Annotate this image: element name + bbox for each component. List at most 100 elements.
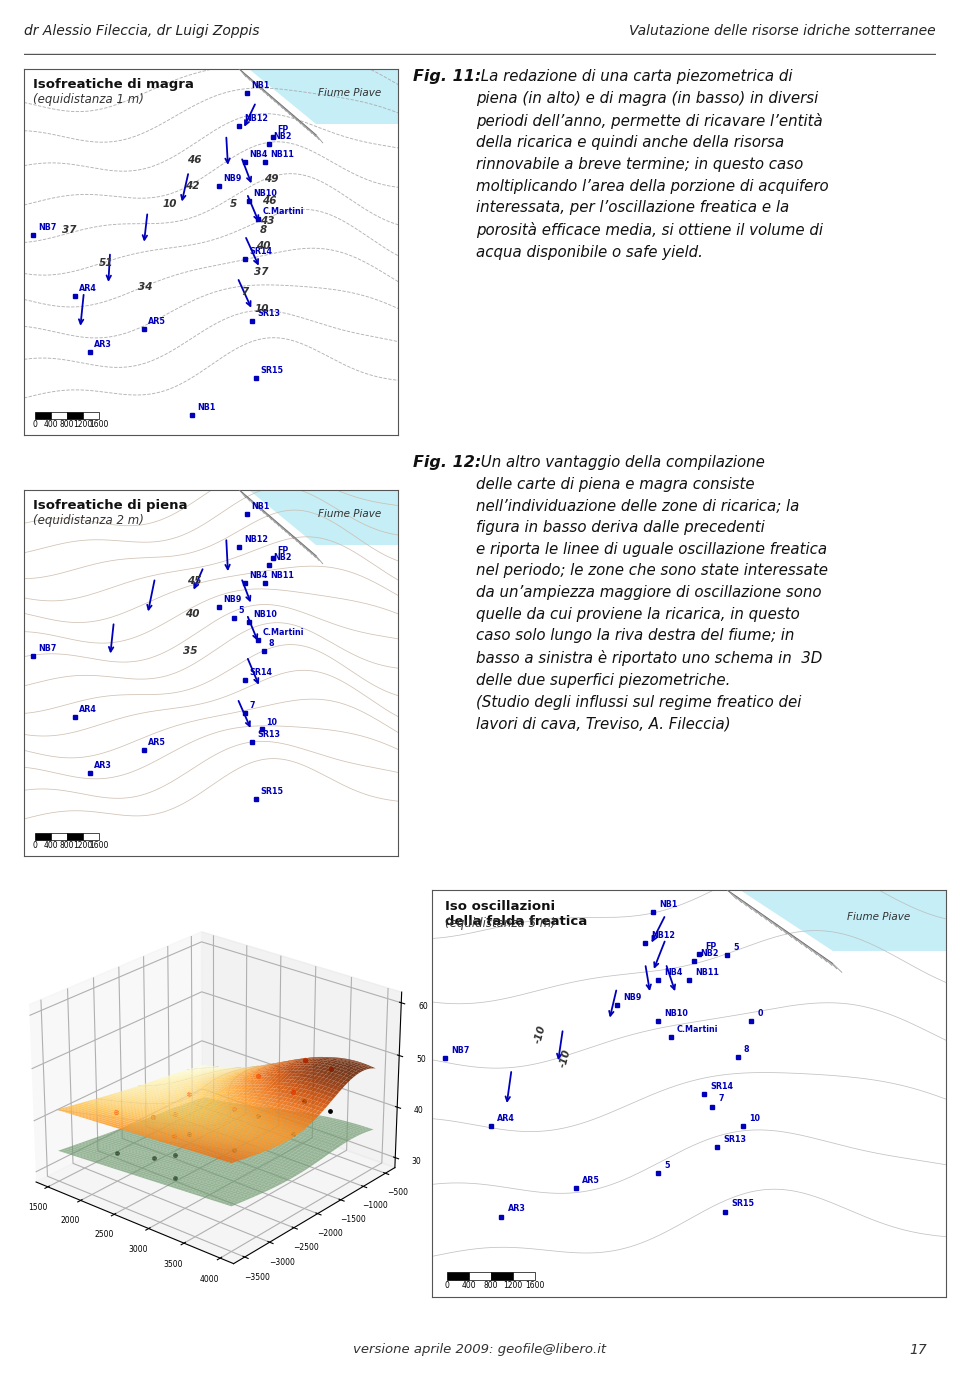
Text: 40: 40 [185,609,200,620]
Text: 800: 800 [60,420,74,429]
Text: 0: 0 [33,840,37,850]
Text: -10: -10 [559,1047,573,1068]
Text: 400: 400 [44,420,59,429]
Text: SR15: SR15 [731,1199,754,1209]
Text: (equidistanza 5 m): (equidistanza 5 m) [444,916,556,930]
Text: AR3: AR3 [94,341,112,349]
Text: SR13: SR13 [723,1136,746,1144]
Text: 1200: 1200 [73,840,92,850]
Text: NB9: NB9 [623,992,641,1002]
Text: SR14: SR14 [250,247,273,257]
Text: NB1: NB1 [252,502,270,511]
Text: 46: 46 [187,156,202,166]
Text: 49: 49 [264,174,278,184]
Text: (equidistanza 1 m): (equidistanza 1 m) [34,92,144,106]
Text: 42: 42 [185,181,200,190]
Text: NB10: NB10 [253,610,277,618]
Text: NB4: NB4 [250,571,268,580]
Text: 37: 37 [254,266,269,277]
Text: 43: 43 [260,215,275,226]
Text: NB4: NB4 [250,150,268,159]
Text: 8: 8 [268,639,274,647]
Text: NB12: NB12 [244,113,268,123]
Bar [83,413,99,420]
Text: AR3: AR3 [94,762,112,770]
Text: NB12: NB12 [651,930,675,940]
Bar [469,1272,492,1279]
Text: C.Martini: C.Martini [262,207,304,217]
Text: -10: -10 [533,1024,547,1045]
Text: NB9: NB9 [223,174,242,184]
Bar [36,834,51,840]
Text: AR3: AR3 [508,1205,525,1213]
Text: NB1: NB1 [197,403,215,411]
Text: 7: 7 [718,1094,724,1104]
Text: 5: 5 [230,199,237,210]
Text: SR15: SR15 [260,366,283,375]
Bar [492,1272,513,1279]
Text: NB11: NB11 [695,969,719,977]
Text: 8: 8 [744,1045,750,1054]
Text: SR14: SR14 [710,1082,733,1092]
Text: SR14: SR14 [250,668,273,678]
Text: AR4: AR4 [497,1114,516,1123]
Text: Isofreatiche di magra: Isofreatiche di magra [34,79,194,91]
Text: AR4: AR4 [79,284,97,293]
Text: NB10: NB10 [253,189,277,197]
Text: 800: 800 [60,840,74,850]
Polygon shape [249,69,398,124]
Text: (equidistanza 2 m): (equidistanza 2 m) [34,513,144,527]
Text: 1600: 1600 [89,840,108,850]
Text: NB11: NB11 [270,150,294,159]
Text: FP: FP [277,545,289,555]
Text: 37: 37 [61,225,76,235]
Text: NB10: NB10 [664,1009,688,1018]
Text: FP: FP [706,941,716,951]
Text: Valutazione delle risorse idriche sotterranee: Valutazione delle risorse idriche sotter… [630,23,936,39]
Polygon shape [740,890,946,951]
Bar [36,413,51,420]
Text: 1200: 1200 [503,1281,522,1290]
Text: versione aprile 2009: geofile@libero.it: versione aprile 2009: geofile@libero.it [353,1343,607,1357]
Text: dr Alessio Fileccia, dr Luigi Zoppis: dr Alessio Fileccia, dr Luigi Zoppis [24,23,259,39]
Text: NB2: NB2 [700,949,719,958]
Text: 17: 17 [909,1343,927,1357]
Bar [83,834,99,840]
Text: Isofreatiche di piena: Isofreatiche di piena [34,500,188,512]
Text: NB2: NB2 [274,553,292,562]
Text: NB7: NB7 [451,1046,469,1054]
Text: 40: 40 [256,241,271,251]
Text: 0: 0 [445,1281,450,1290]
Text: C.Martini: C.Martini [262,628,304,638]
Text: NB12: NB12 [244,534,268,544]
Text: SR13: SR13 [257,309,280,319]
Text: Fiume Piave: Fiume Piave [848,912,910,922]
Text: 7: 7 [241,287,249,297]
Text: AR5: AR5 [148,317,166,326]
Text: AR4: AR4 [79,705,97,713]
Text: 800: 800 [484,1281,498,1290]
Text: AR5: AR5 [582,1176,600,1185]
Text: 5: 5 [733,943,738,952]
Text: Fig. 11:: Fig. 11: [413,69,481,84]
Text: 400: 400 [44,840,59,850]
Bar [51,834,67,840]
Text: 10: 10 [749,1114,760,1123]
Text: 400: 400 [462,1281,476,1290]
Text: 35: 35 [183,646,198,656]
Text: 10: 10 [266,718,277,726]
Bar [67,413,83,420]
Text: 45: 45 [187,577,202,586]
Text: 0: 0 [757,1009,763,1018]
Text: NB7: NB7 [37,644,57,653]
Text: NB2: NB2 [274,132,292,141]
Bar [513,1272,535,1279]
Text: SR13: SR13 [257,730,280,740]
Text: NB4: NB4 [664,969,683,977]
Text: AR5: AR5 [148,738,166,747]
Text: Un altro vantaggio della compilazione
delle carte di piena e magra consiste
nell: Un altro vantaggio della compilazione de… [475,455,828,731]
Text: Iso oscillazioni
della falda freatica: Iso oscillazioni della falda freatica [444,900,588,929]
Bar [51,413,67,420]
Text: 8: 8 [260,225,267,235]
Text: 34: 34 [138,282,153,291]
